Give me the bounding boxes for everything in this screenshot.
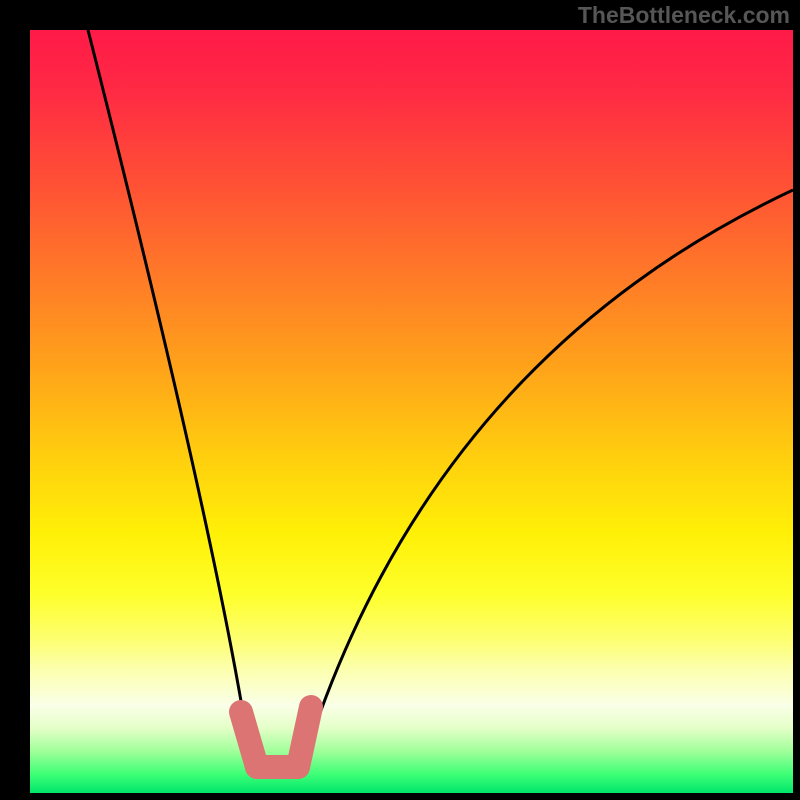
plot-background xyxy=(30,30,793,793)
chart-canvas: TheBottleneck.com xyxy=(0,0,800,800)
chart-svg xyxy=(0,0,800,800)
valley-marker-right xyxy=(298,707,311,767)
attribution-watermark: TheBottleneck.com xyxy=(578,2,790,29)
